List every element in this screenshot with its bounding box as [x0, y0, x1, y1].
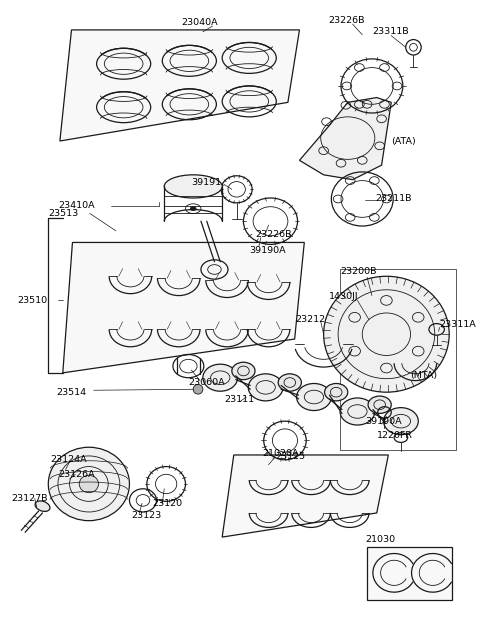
Text: 23127B: 23127B [12, 494, 48, 503]
Text: 23510: 23510 [17, 296, 48, 305]
Text: 23060A: 23060A [188, 378, 225, 387]
Ellipse shape [324, 384, 348, 401]
Polygon shape [222, 455, 388, 537]
Ellipse shape [368, 396, 391, 414]
Ellipse shape [278, 374, 301, 391]
Ellipse shape [190, 207, 196, 210]
Ellipse shape [324, 276, 449, 392]
Text: 39190A: 39190A [365, 417, 402, 426]
Ellipse shape [193, 384, 203, 394]
Text: 23410A: 23410A [58, 201, 95, 210]
Text: 23211B: 23211B [375, 195, 411, 203]
Text: 1430JJ: 1430JJ [328, 292, 358, 301]
Ellipse shape [340, 398, 375, 425]
Text: 23111: 23111 [224, 396, 254, 404]
Text: 23311A: 23311A [440, 320, 476, 329]
Text: 23226B: 23226B [328, 16, 365, 25]
Text: (ATA): (ATA) [391, 137, 416, 145]
Polygon shape [300, 97, 391, 180]
Ellipse shape [297, 384, 331, 411]
Ellipse shape [48, 447, 130, 520]
Ellipse shape [248, 374, 283, 401]
Text: 21030: 21030 [365, 535, 396, 545]
Ellipse shape [203, 364, 238, 391]
Text: 39190A: 39190A [249, 246, 286, 255]
Ellipse shape [232, 363, 255, 379]
Ellipse shape [35, 501, 50, 512]
Text: 39191: 39191 [191, 178, 221, 187]
Polygon shape [60, 30, 300, 141]
Polygon shape [63, 243, 304, 373]
Text: 21020A: 21020A [263, 449, 299, 457]
Text: 23514: 23514 [56, 388, 86, 397]
Text: 23125: 23125 [276, 452, 305, 461]
Text: 23126A: 23126A [58, 470, 95, 479]
Ellipse shape [79, 475, 98, 493]
Polygon shape [367, 547, 452, 600]
Ellipse shape [384, 407, 418, 435]
Ellipse shape [164, 175, 222, 198]
Text: 23200B: 23200B [340, 267, 376, 276]
Text: 23226B: 23226B [255, 230, 291, 239]
Text: 23124A: 23124A [50, 456, 87, 464]
Text: (MTA): (MTA) [410, 371, 438, 380]
Text: 1220FR: 1220FR [377, 431, 413, 440]
Text: 23040A: 23040A [181, 17, 218, 27]
Text: 23311B: 23311B [372, 27, 408, 36]
Text: 23212: 23212 [296, 315, 326, 324]
Text: 23123: 23123 [132, 511, 162, 520]
Text: 23120: 23120 [153, 499, 183, 508]
Text: 23513: 23513 [48, 209, 79, 218]
